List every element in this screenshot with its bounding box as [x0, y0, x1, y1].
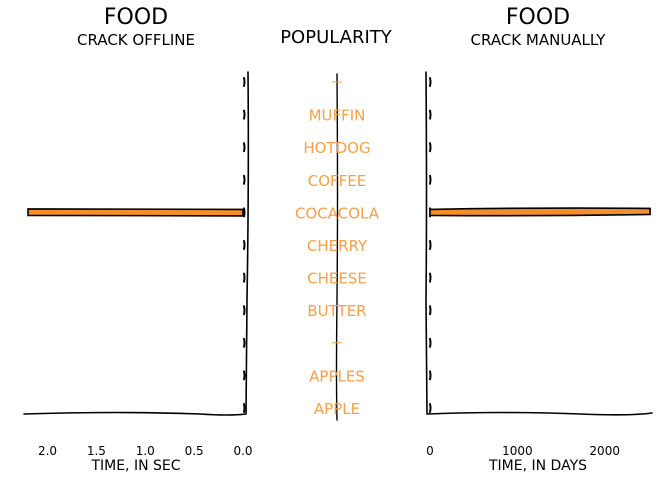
right-y-tick — [429, 337, 432, 348]
left-x-tick-label: 1.5 — [87, 444, 106, 458]
center-axis-line — [335, 73, 339, 421]
right-y-tick — [429, 174, 432, 185]
left-subtitle: CRACK OFFLINE — [77, 31, 195, 49]
left-x-tick-labels: 2.0 1.5 1.0 0.5 0.0 — [38, 444, 253, 458]
category-label: MUFFIN — [309, 107, 366, 125]
left-x-tick-label: 0.5 — [185, 444, 204, 458]
category-label: HOTDOG — [303, 139, 370, 157]
left-y-tick — [243, 305, 246, 316]
category-label: CHEESE — [307, 270, 367, 288]
right-x-tick-label: 0 — [426, 444, 434, 458]
left-y-tick — [243, 77, 246, 87]
right-y-tick — [429, 305, 432, 316]
left-y-tick — [243, 337, 246, 348]
category-label: APPLES — [309, 367, 365, 385]
category-labels: MUFFIN HOTDOG COFFEE COCACOLA CHERRY CHEESE BU… — [295, 81, 380, 418]
right-x-tick-label: 2000 — [589, 444, 620, 458]
left-y-ticks — [243, 77, 246, 413]
right-x-tick-labels: 0 1000 2000 — [426, 444, 620, 458]
left-y-tick — [243, 142, 246, 153]
left-y-tick — [243, 403, 246, 413]
left-y-tick — [243, 174, 246, 185]
right-title: FOOD — [506, 5, 570, 30]
right-subtitle: CRACK MANUALLY — [471, 31, 607, 49]
left-y-tick — [243, 272, 246, 283]
left-y-tick — [243, 109, 246, 120]
left-title: FOOD — [104, 5, 168, 30]
right-x-axis-label: TIME, IN DAYS — [488, 458, 587, 474]
right-x-tick-label: 1000 — [502, 444, 533, 458]
right-y-tick — [429, 272, 432, 283]
right-bars — [429, 207, 651, 217]
right-y-tick — [429, 109, 432, 120]
bar-right — [429, 207, 651, 217]
category-label: APPLE — [314, 400, 360, 418]
right-axes-frame — [425, 71, 653, 416]
category-label: CHERRY — [307, 237, 368, 255]
left-x-tick-label: 1.0 — [136, 444, 155, 458]
right-y-tick — [429, 240, 432, 250]
right-y-tick — [429, 77, 432, 87]
category-label: COCACOLA — [295, 204, 380, 222]
center-title: POPULARITY — [280, 27, 393, 48]
left-bars — [27, 208, 244, 217]
right-y-tick — [429, 142, 432, 153]
left-x-tick-label: 0.0 — [233, 444, 252, 458]
left-y-tick — [243, 207, 246, 218]
left-y-tick — [243, 240, 246, 250]
bar-left — [27, 208, 244, 217]
right-y-tick — [429, 403, 432, 413]
right-y-ticks — [429, 77, 432, 413]
left-y-tick — [243, 370, 246, 381]
category-label: COFFEE — [308, 172, 367, 190]
category-label: BUTTER — [307, 302, 366, 320]
left-x-tick-label: 2.0 — [38, 444, 57, 458]
right-y-tick — [429, 370, 432, 381]
left-axes-frame — [23, 71, 250, 416]
left-x-axis-label: TIME, IN SEC — [90, 458, 180, 474]
